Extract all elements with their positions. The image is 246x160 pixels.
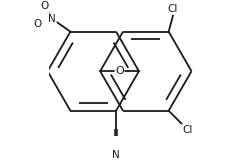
Text: N: N <box>112 150 120 160</box>
Text: O: O <box>115 66 124 76</box>
Text: N: N <box>48 14 56 24</box>
Text: Cl: Cl <box>168 4 178 14</box>
Text: O: O <box>34 19 42 29</box>
Text: O: O <box>41 1 49 11</box>
Text: Cl: Cl <box>183 125 193 135</box>
